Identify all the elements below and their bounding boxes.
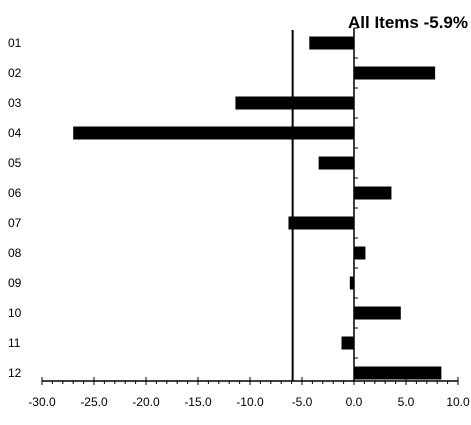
x-tick-label: 10.0 <box>446 395 470 409</box>
category-label-10: 10 <box>8 306 22 320</box>
bar-06 <box>354 186 392 200</box>
bar-02 <box>354 66 436 80</box>
bar-09 <box>349 276 354 290</box>
bar-10 <box>354 306 401 320</box>
category-label-07: 07 <box>8 216 22 230</box>
bar-11 <box>341 336 354 350</box>
category-label-02: 02 <box>8 66 22 80</box>
category-labels-group: 01 02 03 04 05 06 07 08 09 10 11 12 <box>8 36 22 380</box>
category-label-03: 03 <box>8 96 22 110</box>
bar-05 <box>318 156 354 170</box>
x-tick-label: -5.0 <box>292 395 313 409</box>
bar-08 <box>354 246 366 260</box>
bars-group <box>73 36 442 380</box>
category-label-05: 05 <box>8 156 22 170</box>
category-label-06: 06 <box>8 186 22 200</box>
chart-title: All Items -5.9% <box>348 13 468 32</box>
x-tick-label: -30.0 <box>28 395 56 409</box>
bar-12 <box>354 366 442 380</box>
x-tick-label: -15.0 <box>184 395 212 409</box>
bar-07 <box>288 216 354 230</box>
x-tick-label: -25.0 <box>80 395 108 409</box>
category-label-01: 01 <box>8 36 22 50</box>
category-label-12: 12 <box>8 366 22 380</box>
x-tick-label: -10.0 <box>236 395 264 409</box>
category-label-09: 09 <box>8 276 22 290</box>
x-tick-label: -20.0 <box>132 395 160 409</box>
category-label-04: 04 <box>8 126 22 140</box>
bar-01 <box>309 36 354 50</box>
bar-04 <box>73 126 354 140</box>
bar-03 <box>235 96 354 110</box>
x-axis: -30.0 -25.0 -20.0 -15.0 -10.0 -5.0 0.0 5.0 10.0 <box>28 377 470 409</box>
category-label-11: 11 <box>8 336 21 350</box>
category-label-08: 08 <box>8 246 22 260</box>
x-tick-label: 0.0 <box>346 395 363 409</box>
y-axis <box>353 27 358 381</box>
x-tick-label: 5.0 <box>398 395 415 409</box>
